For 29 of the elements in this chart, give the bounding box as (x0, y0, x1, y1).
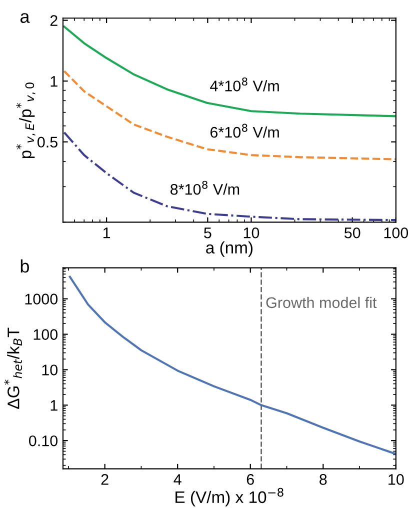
y-axis-title: p$^{*}$$_{v,E}$/p$^{*}$$_{v,0}$ (16, 82, 36, 158)
x-tick-label: 10 (244, 227, 260, 238)
ref-line-label: Growth model fit (266, 296, 377, 308)
series-label: 4*10$^{8}$ V/m (210, 77, 279, 92)
y-axis-title: ΔG$^{*}$$_{het}$/k$_{B}$T (4, 328, 22, 409)
text: b (20, 259, 29, 273)
series-label: 6*10$^{8}$ V/m (210, 124, 279, 138)
x-tick-label: 100 (384, 227, 408, 238)
y-tick-label: 0.10 (28, 435, 58, 446)
x-tick-label: 10 (388, 474, 404, 485)
y-tick-label: 2 (50, 15, 58, 26)
text: a (20, 13, 30, 23)
y-tick-label: 1000 (25, 294, 58, 305)
y-tick-label: 1 (50, 400, 58, 411)
y-tick-label: 0.5 (37, 136, 58, 148)
y-tick-label: 10 (42, 364, 58, 376)
y-tick-label: 1 (50, 76, 58, 87)
x-tick-label: 1 (103, 228, 110, 238)
x-axis-title: E (V/m) x 10$^{−8}$ (176, 488, 284, 506)
x-tick-label: 6 (246, 474, 254, 485)
x-tick-label: 50 (344, 227, 360, 238)
x-tick-label: 4 (174, 474, 182, 485)
x-tick-label: 2 (101, 474, 108, 485)
x-axis-title: a (nm) (206, 241, 252, 257)
line-series (68, 276, 396, 455)
x-tick-label: 8 (320, 474, 327, 485)
x-tick-label: 5 (204, 228, 212, 238)
y-tick-label: 100 (34, 329, 58, 340)
series-label: 8*10$^{8}$ V/m (170, 180, 240, 195)
